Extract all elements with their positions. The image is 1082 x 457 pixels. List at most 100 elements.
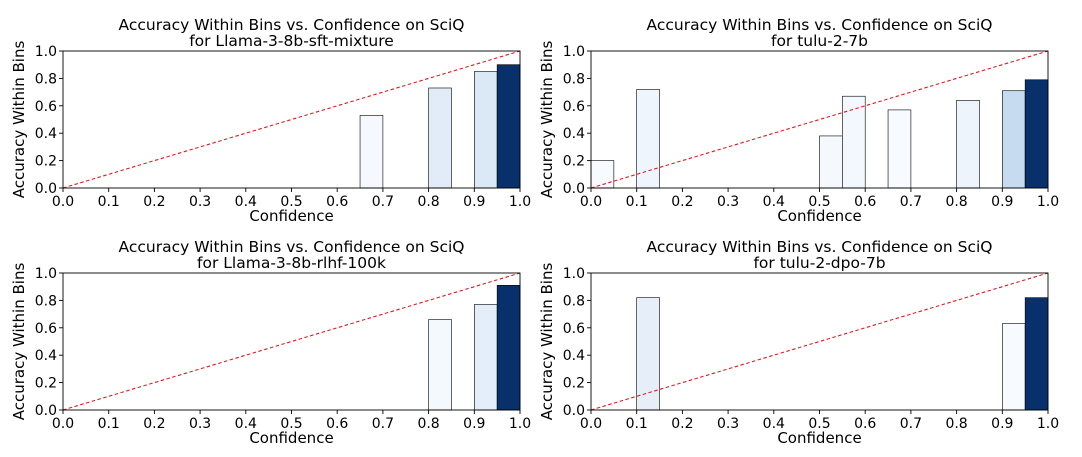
x-tick-label: 0.2 (143, 194, 165, 210)
x-tick-label: 0.7 (372, 194, 394, 210)
bar (428, 319, 452, 411)
x-tick-label: 0.8 (417, 416, 439, 432)
chart-title: Accuracy Within Bins vs. Confidence on S… (647, 16, 993, 34)
x-tick-label: 0.6 (326, 416, 348, 432)
x-tick-label: 0.5 (808, 194, 830, 210)
x-tick-label: 0.3 (189, 194, 211, 210)
x-tick-label: 0.6 (854, 416, 876, 432)
y-tick-label: 0.2 (35, 376, 57, 392)
bar (1024, 297, 1049, 411)
x-tick-label: 0.6 (854, 194, 876, 210)
x-tick-label: 0.1 (98, 416, 120, 432)
x-tick-label: 0.8 (945, 416, 967, 432)
x-tick-label: 0.8 (417, 194, 439, 210)
x-tick-label: 0.0 (580, 194, 602, 210)
x-tick-label: 0.5 (280, 416, 302, 432)
y-tick-label: 0.4 (563, 348, 585, 364)
y-tick-label: 0.8 (35, 71, 57, 87)
x-tick-label: 0.5 (280, 194, 302, 210)
bar (428, 87, 452, 189)
x-tick-label: 0.3 (717, 416, 739, 432)
x-tick-label: 0.9 (991, 416, 1013, 432)
chart-title: Accuracy Within Bins vs. Confidence on S… (119, 238, 465, 256)
diagonal-reference-line (62, 50, 521, 189)
y-tick-label: 0.0 (35, 181, 57, 197)
x-tick-label: 0.4 (763, 416, 785, 432)
chart-panel-1: Accuracy Within Bins vs. Confidence on S… (10, 16, 531, 225)
x-tick-label: 0.9 (463, 416, 485, 432)
x-tick-label: 1.0 (509, 416, 531, 432)
y-axis-label: Accuracy Within Bins (10, 41, 28, 199)
bar (842, 95, 866, 189)
chart-title: Accuracy Within Bins vs. Confidence on S… (647, 238, 993, 256)
x-tick-label: 0.9 (991, 194, 1013, 210)
y-tick-label: 0.6 (35, 99, 57, 115)
bar (496, 64, 521, 189)
y-tick-label: 1.0 (35, 266, 57, 282)
chart-subtitle: for tulu-2-dpo-7b (753, 254, 885, 272)
x-axis-label: Confidence (249, 207, 333, 225)
chart-subtitle: for tulu-2-7b (771, 32, 868, 50)
y-tick-label: 0.0 (563, 403, 585, 419)
bar (359, 115, 384, 189)
bar (819, 135, 843, 189)
y-tick-label: 0.4 (35, 348, 57, 364)
bar (496, 285, 521, 411)
x-tick-label: 0.7 (900, 416, 922, 432)
chart-subtitle: for Llama-3-8b-sft-mixture (189, 32, 394, 50)
y-tick-label: 0.4 (563, 126, 585, 142)
x-tick-label: 0.1 (98, 194, 120, 210)
bar (473, 71, 498, 189)
y-tick-label: 0.2 (563, 376, 585, 392)
bar (590, 160, 615, 189)
chart-panel-4: Accuracy Within Bins vs. Confidence on S… (538, 238, 1059, 447)
y-tick-label: 0.8 (35, 293, 57, 309)
x-tick-label: 0.0 (52, 194, 74, 210)
bar (1024, 79, 1049, 189)
bar (636, 297, 660, 411)
x-tick-label: 1.0 (1037, 416, 1059, 432)
y-tick-label: 0.6 (35, 321, 57, 337)
bar (1001, 323, 1026, 411)
bar (473, 304, 498, 411)
chart-title: Accuracy Within Bins vs. Confidence on S… (119, 16, 465, 34)
x-tick-label: 0.6 (326, 194, 348, 210)
x-tick-label: 0.2 (671, 194, 693, 210)
bar (956, 100, 980, 189)
x-tick-label: 0.7 (372, 416, 394, 432)
y-tick-label: 0.2 (35, 154, 57, 170)
bar (887, 109, 912, 189)
y-tick-label: 0.4 (35, 126, 57, 142)
chart-panel-3: Accuracy Within Bins vs. Confidence on S… (10, 238, 531, 447)
y-tick-label: 0.8 (563, 293, 585, 309)
y-tick-label: 0.0 (563, 181, 585, 197)
x-axis-label: Confidence (777, 429, 861, 447)
x-tick-label: 1.0 (509, 194, 531, 210)
bar (1001, 90, 1026, 189)
y-tick-label: 0.6 (563, 321, 585, 337)
chart-panel-2: Accuracy Within Bins vs. Confidence on S… (538, 16, 1059, 225)
x-tick-label: 0.9 (463, 194, 485, 210)
x-tick-label: 0.0 (52, 416, 74, 432)
x-tick-label: 0.3 (717, 194, 739, 210)
x-tick-label: 0.0 (580, 416, 602, 432)
x-tick-label: 0.8 (945, 194, 967, 210)
x-tick-label: 0.2 (671, 416, 693, 432)
y-axis-label: Accuracy Within Bins (538, 263, 556, 421)
chart-subtitle: for Llama-3-8b-rlhf-100k (197, 254, 386, 272)
y-tick-label: 0.8 (563, 71, 585, 87)
y-tick-label: 1.0 (563, 44, 585, 60)
x-axis-label: Confidence (777, 207, 861, 225)
x-tick-label: 0.4 (235, 416, 257, 432)
x-axis-label: Confidence (249, 429, 333, 447)
diagonal-reference-line (590, 272, 1049, 411)
y-tick-label: 0.2 (563, 154, 585, 170)
x-tick-label: 0.5 (808, 416, 830, 432)
diagonal-reference-line (590, 50, 1049, 189)
x-tick-label: 0.4 (763, 194, 785, 210)
diagonal-reference-line (62, 272, 521, 411)
y-axis-label: Accuracy Within Bins (10, 263, 28, 421)
x-tick-label: 0.1 (626, 416, 648, 432)
